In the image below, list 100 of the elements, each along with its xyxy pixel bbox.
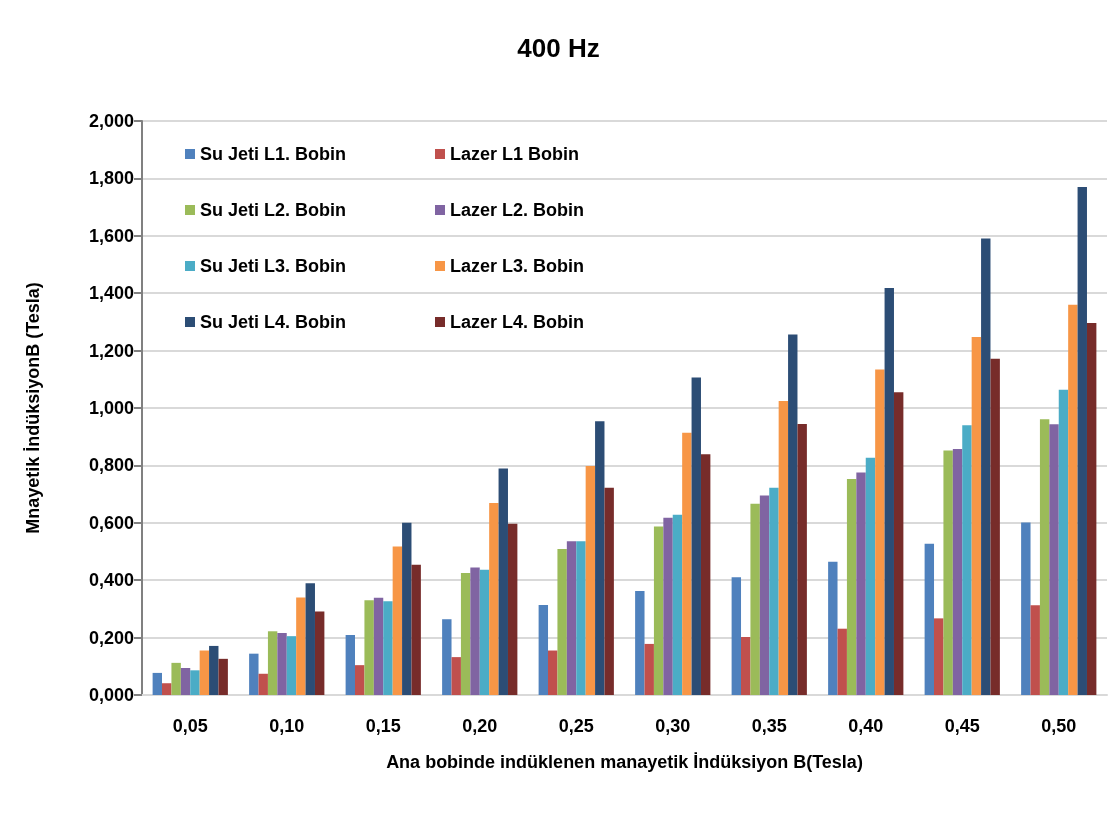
bar (635, 591, 645, 695)
bar (1068, 304, 1078, 695)
bar (162, 683, 172, 695)
bar (884, 288, 894, 695)
bar (981, 238, 991, 695)
y-tick-label: 0,400 (88, 570, 134, 591)
bar (258, 673, 268, 695)
bar (700, 454, 711, 695)
bar (171, 662, 181, 695)
bar (604, 487, 614, 695)
bar (442, 619, 452, 695)
bar (152, 672, 163, 695)
bar (759, 495, 770, 695)
bar (489, 503, 499, 695)
x-tick-label: 0,35 (751, 716, 787, 736)
chart-title: 400 Hz (517, 33, 600, 63)
legend-label: Su Jeti L1. Bobin (200, 144, 347, 164)
bar (934, 618, 944, 695)
bar (314, 611, 325, 695)
bar (865, 457, 876, 695)
bar (411, 564, 421, 695)
bar (249, 653, 259, 695)
bar (769, 487, 779, 695)
bar (585, 465, 596, 695)
bar (383, 601, 393, 695)
bar (498, 468, 508, 695)
bar (672, 514, 683, 695)
bar (470, 567, 480, 695)
bar (893, 392, 904, 695)
bar (971, 337, 982, 695)
legend-label: Lazer L1 Bobin (450, 144, 580, 164)
bar (1086, 323, 1097, 695)
bar (557, 548, 567, 695)
bar (305, 583, 315, 695)
bar (1021, 522, 1031, 695)
bar (788, 334, 798, 695)
legend-label: Su Jeti L2. Bobin (200, 200, 347, 220)
legend-label: Lazer L2. Bobin (450, 200, 585, 220)
x-tick-label: 0,25 (558, 716, 594, 736)
y-tick-label: 1,000 (88, 398, 134, 418)
x-tick-label: 0,05 (172, 716, 208, 736)
bar (856, 472, 866, 695)
bar (548, 650, 558, 695)
bar (924, 543, 935, 695)
y-tick-label: 1,200 (88, 340, 134, 361)
y-tick-label: 2,000 (88, 111, 134, 131)
legend-label: Su Jeti L3. Bobin (200, 256, 347, 276)
x-tick-label: 0,15 (365, 716, 401, 736)
bar (741, 637, 751, 695)
bar (1077, 187, 1087, 695)
bar (1039, 419, 1050, 695)
y-axis-title: Mnayetik İndüksiyonB (Tesla) (23, 282, 43, 534)
bar (180, 668, 191, 695)
bar (451, 657, 461, 695)
bar (267, 631, 278, 695)
x-tick-label: 0,40 (848, 716, 884, 736)
bar (750, 503, 760, 695)
bar (538, 604, 549, 695)
bar (837, 628, 847, 695)
bar (943, 450, 953, 695)
bar (682, 432, 692, 695)
bar (296, 597, 306, 695)
bar (199, 650, 210, 695)
bar (507, 523, 518, 695)
bar (828, 561, 838, 695)
y-tick-label: 1,800 (88, 168, 134, 189)
x-tick-label: 0,30 (655, 716, 691, 736)
y-tick-label: 1,400 (88, 283, 134, 304)
bar (644, 643, 654, 695)
bar (778, 401, 789, 695)
bar (595, 421, 605, 695)
legend-label: Su Jeti L4. Bobin (200, 312, 347, 332)
bar (277, 633, 287, 695)
bar (392, 546, 403, 695)
bar (479, 569, 490, 695)
bar (364, 600, 374, 695)
legend-label: Lazer L4. Bobin (450, 312, 585, 332)
bar (190, 670, 200, 695)
x-tick-label: 0,20 (462, 716, 498, 736)
bar (1058, 389, 1069, 695)
bar (345, 635, 356, 695)
bar (731, 577, 742, 695)
y-tick-label: 0,200 (88, 627, 134, 648)
y-tick-label: 0,800 (88, 455, 134, 476)
bar (952, 449, 963, 695)
bar (218, 658, 228, 695)
x-tick-label: 0,45 (944, 716, 980, 736)
bar (355, 665, 365, 695)
y-tick-label: 0,600 (88, 512, 134, 533)
bar (373, 597, 384, 695)
bar (566, 541, 577, 695)
x-tick-label: 0,10 (269, 716, 305, 736)
bar (663, 517, 673, 695)
bar (460, 573, 471, 695)
legend-label: Lazer L3. Bobin (450, 256, 585, 276)
bar (846, 478, 857, 695)
bar (990, 358, 1000, 695)
y-tick-label: 0,000 (88, 685, 134, 705)
bar (962, 425, 972, 695)
x-axis-title: Ana bobinde indüklenen manayetik İndüksiyon B(Tesla) (386, 752, 863, 772)
